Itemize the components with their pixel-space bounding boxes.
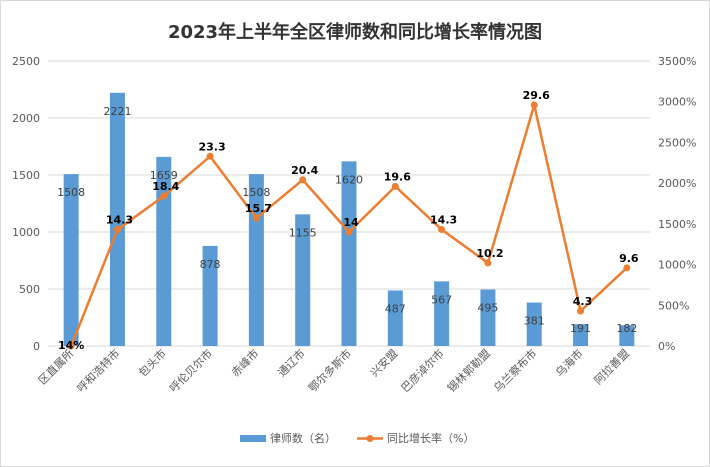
line-point bbox=[113, 226, 121, 234]
bar-value-label: 1155 bbox=[289, 226, 317, 239]
right-tick-label: 500% bbox=[658, 299, 689, 312]
category-label: 乌兰察布市 bbox=[491, 346, 540, 395]
bar bbox=[248, 174, 264, 346]
bar-value-label: 191 bbox=[570, 322, 591, 335]
bar-value-label: 878 bbox=[200, 258, 221, 271]
bar bbox=[619, 325, 635, 346]
left-tick-label: 0 bbox=[33, 340, 40, 353]
bar bbox=[202, 245, 218, 346]
line-point bbox=[299, 176, 307, 184]
bar bbox=[341, 161, 357, 346]
line-point bbox=[160, 192, 168, 200]
legend-bar-swatch bbox=[240, 435, 266, 442]
line-value-label: 29.6 bbox=[523, 89, 550, 102]
line-value-label: 10.2 bbox=[476, 247, 503, 260]
bar-labels: 1508 2221 1659 878 1508 1155 1620 487 567 495 381 1… bbox=[57, 105, 637, 335]
category-label: 阿拉善盟 bbox=[591, 346, 632, 387]
left-tick-label: 1500 bbox=[12, 169, 40, 182]
line-series bbox=[67, 101, 631, 350]
line-point bbox=[623, 264, 631, 272]
right-tick-label: 2000% bbox=[658, 177, 696, 190]
line-value-label: 4.3 bbox=[573, 295, 593, 308]
chart-title: 2023年上半年全区律师数和同比增长率情况图 bbox=[167, 22, 543, 43]
line-value-label: 20.4 bbox=[291, 164, 318, 177]
line-value-label: 14 bbox=[343, 216, 359, 229]
line-point bbox=[438, 226, 446, 234]
line-value-label: 15.7 bbox=[245, 202, 272, 215]
category-label: 锡林郭勒盟 bbox=[444, 346, 493, 395]
right-tick-label: 3500% bbox=[658, 55, 696, 68]
legend-bar-label: 律师数（名） bbox=[270, 431, 336, 445]
line-value-label: 23.3 bbox=[199, 140, 226, 153]
category-label: 赤峰市 bbox=[228, 346, 261, 379]
line-value-label: 14.3 bbox=[106, 214, 133, 227]
legend-line-marker bbox=[366, 435, 374, 442]
category-label: 巴彦淖尔市 bbox=[398, 346, 447, 395]
category-label: 鄂尔多斯市 bbox=[305, 346, 354, 395]
right-tick-label: 1000% bbox=[658, 259, 696, 272]
line-value-label: 19.6 bbox=[384, 170, 411, 183]
line-value-label: 14.3 bbox=[430, 214, 457, 227]
category-label: 兴安盟 bbox=[367, 346, 400, 379]
bar-value-label: 487 bbox=[385, 302, 406, 315]
bar bbox=[387, 290, 403, 346]
line-point bbox=[577, 307, 585, 315]
left-tick-label: 1000 bbox=[12, 226, 40, 239]
line-point bbox=[484, 259, 492, 267]
bar-value-label: 495 bbox=[477, 302, 498, 315]
legend: 律师数（名） 同比增长率（%） bbox=[240, 431, 474, 445]
bar bbox=[573, 324, 589, 346]
line-point bbox=[206, 152, 214, 160]
bar-value-label: 1508 bbox=[242, 186, 270, 199]
line-point bbox=[252, 214, 260, 222]
bar-value-label: 567 bbox=[431, 293, 452, 306]
bar bbox=[434, 281, 450, 346]
category-label: 呼伦贝尔市 bbox=[166, 346, 215, 395]
bar bbox=[109, 92, 125, 346]
category-label: 通辽市 bbox=[275, 346, 308, 379]
bar-series bbox=[63, 92, 635, 346]
bar-value-label: 1659 bbox=[150, 169, 178, 182]
bar bbox=[526, 302, 542, 346]
left-tick-label: 500 bbox=[19, 283, 40, 296]
right-tick-label: 0% bbox=[658, 340, 675, 353]
category-label: 呼和浩特市 bbox=[74, 346, 123, 395]
bar-value-label: 2221 bbox=[103, 105, 131, 118]
line-point bbox=[391, 182, 399, 190]
bar-value-label: 1508 bbox=[57, 186, 85, 199]
category-label: 包头市 bbox=[136, 346, 169, 379]
right-axis: 0% 500% 1000% 1500% 2000% 2500% 3000% 3500% bbox=[658, 55, 696, 353]
bar bbox=[156, 156, 172, 346]
bar-value-label: 1620 bbox=[335, 173, 363, 186]
bar bbox=[63, 174, 79, 346]
category-label: 乌海市 bbox=[552, 346, 585, 379]
line-point bbox=[530, 101, 538, 109]
left-axis: 0 500 1000 1500 2000 2500 bbox=[12, 55, 40, 353]
bar-value-label: 182 bbox=[616, 322, 637, 335]
bar-value-label: 381 bbox=[524, 315, 545, 328]
line-value-label: 14% bbox=[58, 339, 84, 352]
category-label: 区直属所 bbox=[35, 346, 76, 387]
bar bbox=[480, 289, 496, 346]
right-tick-label: 2500% bbox=[658, 136, 696, 149]
line-value-label: 18.4 bbox=[152, 180, 179, 193]
bar bbox=[295, 214, 311, 346]
right-tick-label: 3000% bbox=[658, 96, 696, 109]
left-tick-label: 2000 bbox=[12, 112, 40, 125]
line-point bbox=[67, 342, 75, 350]
legend-line-label: 同比增长率（%） bbox=[387, 431, 474, 445]
line-value-label: 9.6 bbox=[619, 252, 639, 265]
line-labels: 14% 14.3 18.4 23.3 15.7 20.4 14 19.6 14.3 10.2 29.… bbox=[58, 89, 639, 352]
left-tick-label: 2500 bbox=[12, 55, 40, 68]
right-tick-label: 1500% bbox=[658, 218, 696, 231]
line-point bbox=[345, 228, 353, 236]
